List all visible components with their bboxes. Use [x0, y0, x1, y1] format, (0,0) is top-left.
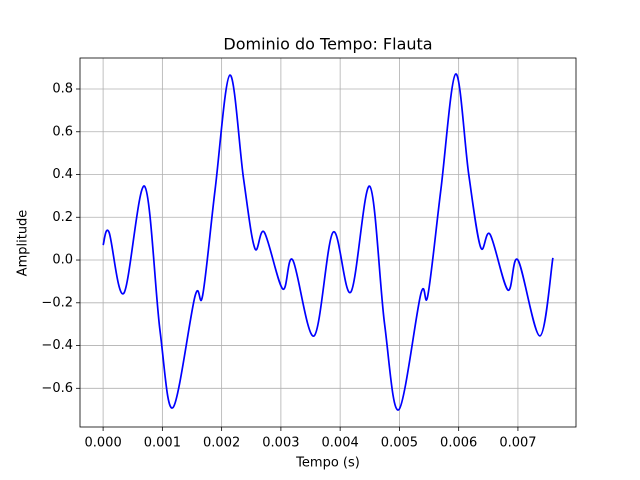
x-tick-label: 0.002: [203, 436, 240, 451]
y-tick-label: 0.4: [52, 167, 73, 182]
x-tick-label: 0.000: [85, 436, 122, 451]
y-tick-label: −0.2: [41, 295, 73, 310]
x-tick-label: 0.005: [381, 436, 418, 451]
y-tick-label: 0.0: [52, 253, 73, 268]
x-tick-label: 0.001: [144, 436, 181, 451]
x-tick-label: 0.004: [322, 436, 359, 451]
y-tick-label: 0.8: [52, 81, 73, 96]
y-tick-label: 0.2: [52, 210, 73, 225]
axes-frame: [79, 57, 577, 428]
x-tick-label: 0.006: [440, 436, 477, 451]
y-tick-label: 0.6: [52, 124, 73, 139]
y-axis-label: Amplitude: [16, 210, 31, 277]
x-tick-label: 0.003: [262, 436, 299, 451]
y-tick-label: −0.6: [41, 381, 73, 396]
x-axis-label: Tempo (s): [295, 456, 360, 471]
y-tick-label: −0.4: [41, 338, 73, 353]
chart-title: Dominio do Tempo: Flauta: [223, 35, 432, 54]
line: [102, 73, 554, 411]
x-tick-label: 0.007: [499, 436, 536, 451]
